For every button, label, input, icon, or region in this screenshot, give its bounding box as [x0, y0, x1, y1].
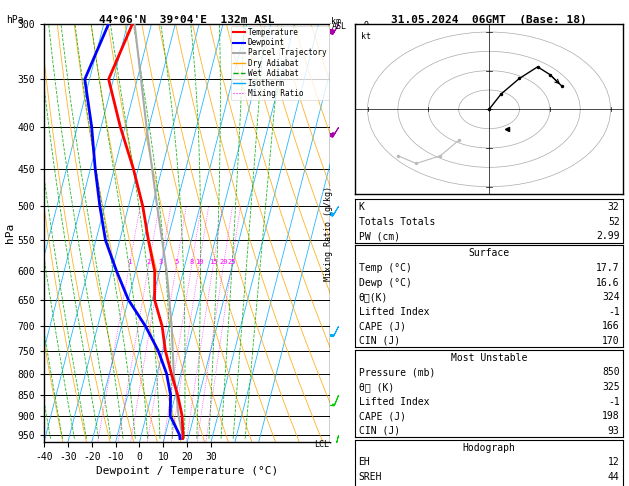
Text: Totals Totals: Totals Totals	[359, 217, 435, 227]
Text: Temp (°C): Temp (°C)	[359, 263, 411, 273]
Text: 17.7: 17.7	[596, 263, 620, 273]
Text: 850: 850	[602, 367, 620, 378]
Text: 10: 10	[195, 259, 203, 265]
Text: 15: 15	[209, 259, 218, 265]
Text: 44: 44	[608, 472, 620, 482]
Text: CAPE (J): CAPE (J)	[359, 411, 406, 421]
Text: Lifted Index: Lifted Index	[359, 397, 429, 407]
Text: 16.6: 16.6	[596, 278, 620, 288]
Text: hPa: hPa	[6, 15, 24, 25]
Text: km: km	[331, 17, 342, 26]
Text: Mixing Ratio (g/kg): Mixing Ratio (g/kg)	[325, 186, 333, 281]
Y-axis label: hPa: hPa	[4, 223, 14, 243]
Text: -1: -1	[608, 307, 620, 317]
Text: θᴄ(K): θᴄ(K)	[359, 292, 388, 302]
Text: CAPE (J): CAPE (J)	[359, 321, 406, 331]
Text: 8: 8	[189, 259, 194, 265]
Text: Pressure (mb): Pressure (mb)	[359, 367, 435, 378]
Text: K: K	[359, 202, 364, 212]
Text: 25: 25	[228, 259, 236, 265]
Text: 324: 324	[602, 292, 620, 302]
Text: Lifted Index: Lifted Index	[359, 307, 429, 317]
Legend: Temperature, Dewpoint, Parcel Trajectory, Dry Adiabat, Wet Adiabat, Isotherm, Mi: Temperature, Dewpoint, Parcel Trajectory…	[231, 26, 329, 100]
Text: Most Unstable: Most Unstable	[451, 353, 527, 363]
Text: 31.05.2024  06GMT  (Base: 18): 31.05.2024 06GMT (Base: 18)	[391, 15, 587, 25]
Text: -1: -1	[608, 397, 620, 407]
Text: θᴄ (K): θᴄ (K)	[359, 382, 394, 392]
Text: 170: 170	[602, 336, 620, 346]
Text: PW (cm): PW (cm)	[359, 231, 399, 242]
Text: 20: 20	[220, 259, 228, 265]
Text: 325: 325	[602, 382, 620, 392]
Text: 166: 166	[602, 321, 620, 331]
Text: 32: 32	[608, 202, 620, 212]
Text: 12: 12	[608, 457, 620, 468]
Text: 198: 198	[602, 411, 620, 421]
Text: kt: kt	[362, 32, 372, 41]
Text: 3: 3	[159, 259, 163, 265]
Text: 93: 93	[608, 426, 620, 436]
Text: 44°06'N  39°04'E  132m ASL: 44°06'N 39°04'E 132m ASL	[99, 15, 275, 25]
Text: ASL: ASL	[331, 22, 347, 31]
Text: LCL: LCL	[314, 440, 329, 449]
Text: Surface: Surface	[469, 248, 509, 259]
Text: SREH: SREH	[359, 472, 382, 482]
Text: Dewp (°C): Dewp (°C)	[359, 278, 411, 288]
Text: EH: EH	[359, 457, 370, 468]
Text: 52: 52	[608, 217, 620, 227]
Text: 2: 2	[147, 259, 151, 265]
Text: 5: 5	[174, 259, 179, 265]
Text: CIN (J): CIN (J)	[359, 336, 399, 346]
X-axis label: Dewpoint / Temperature (°C): Dewpoint / Temperature (°C)	[96, 466, 278, 476]
Text: Hodograph: Hodograph	[462, 443, 516, 453]
Text: 2.99: 2.99	[596, 231, 620, 242]
Text: CIN (J): CIN (J)	[359, 426, 399, 436]
Text: 1: 1	[127, 259, 131, 265]
